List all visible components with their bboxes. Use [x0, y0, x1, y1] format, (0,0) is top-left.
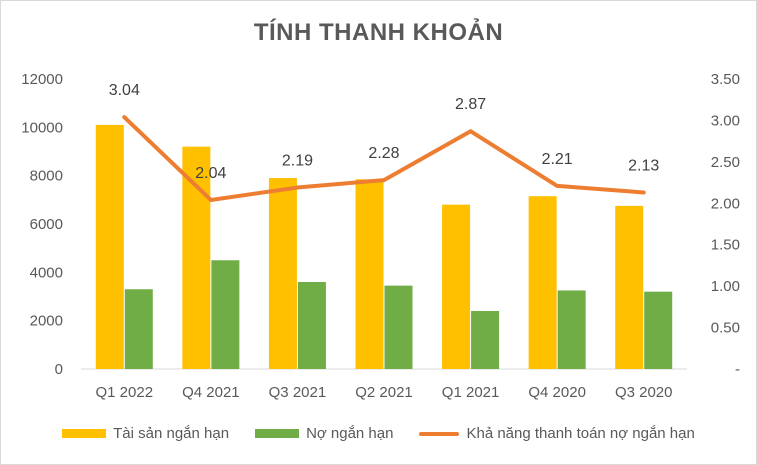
x-tick-label: Q3 2021 [269, 384, 327, 401]
x-tick-label: Q4 2020 [528, 384, 586, 401]
legend-label-current-ratio: Khả năng thanh toán nợ ngắn hạn [466, 425, 695, 442]
legend-swatch-current-liabilities [255, 429, 300, 438]
x-tick-label: Q4 2021 [182, 384, 240, 401]
bar-current-liabilities [557, 290, 586, 369]
y-right-tick-label: - [735, 361, 740, 378]
y-left-tick-label: 12000 [21, 71, 63, 88]
y-left-tick-label: 8000 [30, 168, 63, 185]
y-right-tick-label: 2.50 [711, 154, 740, 171]
bar-current-assets [528, 196, 557, 369]
y-left-tick-label: 6000 [30, 216, 63, 233]
y-right-tick-label: 0.50 [711, 320, 740, 337]
ratio-data-label: 2.87 [455, 96, 486, 113]
bar-current-liabilities [124, 289, 153, 369]
bar-current-liabilities [471, 311, 500, 369]
bar-current-assets [615, 205, 644, 369]
ratio-line [122, 115, 646, 202]
bar-current-assets [355, 179, 384, 369]
y-right-tick-label: 1.00 [711, 278, 740, 295]
legend-label-current-liabilities: Nợ ngắn hạn [306, 425, 394, 442]
bar-current-liabilities [644, 291, 673, 369]
ratio-data-label: 2.13 [628, 158, 659, 175]
legend-item-current-ratio: Khả năng thanh toán nợ ngắn hạn [419, 425, 695, 442]
legend-label-current-assets: Tài sản ngắn hạn [113, 425, 230, 442]
bar-current-liabilities [384, 285, 413, 369]
ratio-data-label: 2.04 [195, 165, 226, 182]
bar-current-liabilities [211, 260, 240, 369]
bar-current-liabilities [297, 282, 326, 369]
legend-swatch-current-assets [62, 429, 107, 438]
chart-title: TÍNH THANH KHOẢN [253, 19, 504, 46]
y-right-tick-label: 3.00 [711, 112, 740, 129]
y-right-tick-label: 1.50 [711, 237, 740, 254]
y-right-tick-label: 2.00 [711, 195, 740, 212]
bar-current-assets [95, 124, 124, 370]
ratio-data-label: 2.19 [282, 153, 313, 170]
x-tick-label: Q3 2020 [615, 384, 673, 401]
legend-item-current-assets: Tài sản ngắn hạn [62, 425, 229, 442]
x-tick-label: Q2 2021 [355, 384, 413, 401]
bar-current-assets [442, 204, 471, 369]
y-left-tick-label: 4000 [30, 264, 63, 281]
ratio-data-label: 3.04 [109, 82, 140, 99]
chart-plot: 0 2000 4000 6000 8000 10000 12000 - 0.50 1.00 1.5… [21, 71, 740, 401]
legend-item-current-liabilities: Nợ ngắn hạn [255, 425, 393, 442]
legend: Tài sản ngắn hạn Nợ ngắn hạn Khả năng th… [1, 425, 756, 442]
legend-swatch-current-ratio [419, 431, 460, 436]
y-left-tick-label: 10000 [21, 119, 63, 136]
x-tick-label: Q1 2021 [442, 384, 500, 401]
bar-current-assets [268, 178, 297, 369]
y-left-tick-label: 0 [55, 361, 63, 378]
ratio-data-label: 2.28 [368, 145, 399, 162]
y-right-tick-label: 3.50 [711, 71, 740, 88]
x-tick-label: Q1 2022 [96, 384, 154, 401]
y-left-tick-label: 2000 [30, 313, 63, 330]
ratio-data-label: 2.21 [542, 151, 573, 168]
